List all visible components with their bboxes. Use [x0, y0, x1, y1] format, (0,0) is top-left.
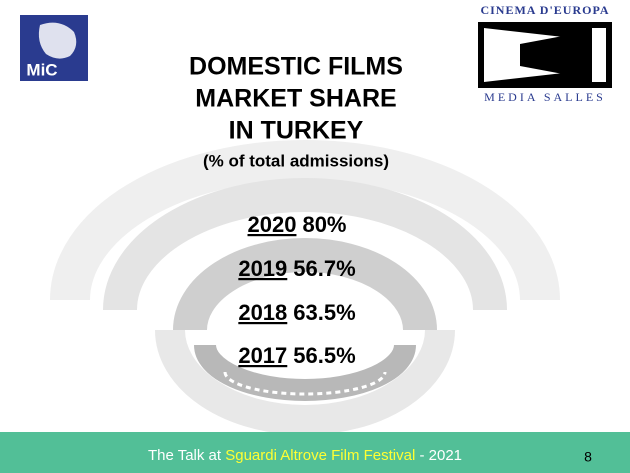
- logo-text: MEDIA SALLES: [484, 90, 606, 104]
- year: 2018: [238, 300, 287, 325]
- logo-text: MiC: [26, 60, 57, 79]
- footer-bar: [0, 432, 630, 473]
- year: 2017: [238, 343, 287, 368]
- year: 2020: [248, 212, 297, 237]
- share-item: 2017 56.5%: [238, 343, 355, 368]
- background-arcs: [50, 140, 560, 435]
- footer-event: Sguardi Altrove Film Festival: [225, 447, 415, 464]
- share: 56.5%: [293, 343, 355, 368]
- mic-logo: MiC: [20, 15, 88, 81]
- footer-suffix: - 2021: [419, 447, 462, 464]
- share-item: 2018 63.5%: [238, 300, 355, 325]
- footer-text: The Talk at Sguardi Altrove Film Festiva…: [148, 447, 462, 464]
- share: 80%: [302, 212, 346, 237]
- page-number: 8: [584, 449, 592, 465]
- share-item: 2019 56.7%: [238, 256, 355, 281]
- share: 56.7%: [293, 256, 355, 281]
- subtitle: (% of total admissions): [203, 151, 389, 170]
- year: 2019: [238, 256, 287, 281]
- logo-text: CINEMA D'EUROPA: [480, 3, 609, 17]
- title-line: MARKET SHARE: [195, 85, 396, 113]
- share-list: 2020 80%2019 56.7%2018 63.5%2017 56.5%: [238, 212, 355, 368]
- share-item: 2020 80%: [248, 212, 347, 237]
- title-line: IN TURKEY: [229, 117, 364, 145]
- share: 63.5%: [293, 300, 355, 325]
- footer-prefix: The Talk at: [148, 447, 222, 464]
- media-salles-logo: CINEMA D'EUROPA MEDIA SALLES: [478, 3, 612, 104]
- title-line: DOMESTIC FILMS: [189, 53, 403, 81]
